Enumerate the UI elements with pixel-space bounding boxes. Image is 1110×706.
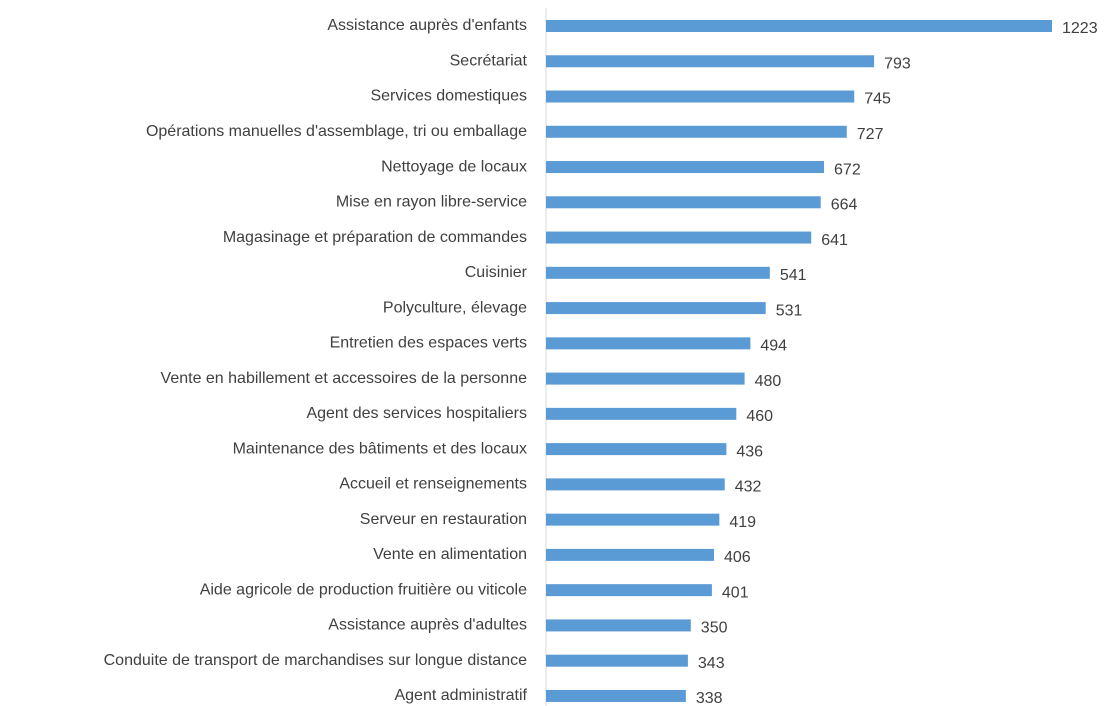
bar — [546, 125, 847, 138]
bar — [546, 372, 745, 385]
value-label: 432 — [735, 479, 762, 496]
value-label: 436 — [736, 443, 763, 460]
value-label: 350 — [701, 620, 728, 637]
value-label: 406 — [724, 549, 751, 566]
category-label: Agent administratif — [394, 687, 527, 704]
value-label: 401 — [722, 584, 749, 601]
category-label: Vente en habillement et accessoires de l… — [161, 370, 528, 387]
category-label: Secrétariat — [450, 52, 528, 69]
value-label: 531 — [776, 302, 803, 319]
bar — [546, 584, 712, 597]
bar — [546, 231, 812, 244]
category-label: Vente en alimentation — [373, 546, 527, 563]
category-label: Assistance auprès d'adultes — [328, 617, 527, 634]
category-label: Magasinage et préparation de commandes — [223, 229, 527, 246]
bar — [546, 302, 766, 315]
value-label: 541 — [780, 267, 807, 284]
value-label: 460 — [746, 408, 773, 425]
category-label: Services domestiques — [370, 88, 527, 105]
bar — [546, 337, 751, 350]
category-label: Agent des services hospitaliers — [306, 405, 527, 422]
bar — [546, 196, 821, 209]
bar — [546, 161, 825, 174]
value-label: 480 — [755, 373, 782, 390]
bar — [546, 90, 855, 103]
value-label: 1223 — [1062, 20, 1098, 37]
category-label: Maintenance des bâtiments et des locaux — [233, 440, 527, 457]
category-label: Serveur en restauration — [360, 511, 527, 528]
value-label: 343 — [698, 655, 725, 672]
category-label: Entretien des espaces verts — [330, 335, 527, 352]
bar — [546, 478, 725, 491]
category-label: Mise en rayon libre-service — [336, 194, 527, 211]
value-label: 793 — [884, 55, 911, 72]
category-label: Aide agricole de production fruitière ou… — [200, 581, 527, 598]
category-label: Nettoyage de locaux — [381, 158, 527, 175]
category-label: Opérations manuelles d'assemblage, tri o… — [146, 123, 527, 140]
value-label: 338 — [696, 690, 723, 706]
bar — [546, 407, 737, 420]
value-label: 672 — [834, 161, 861, 178]
category-label: Polyculture, élevage — [383, 299, 527, 316]
category-label: Cuisinier — [465, 264, 528, 281]
category-label: Accueil et renseignements — [339, 476, 527, 493]
bar — [546, 654, 688, 667]
value-label: 419 — [729, 514, 756, 531]
category-label: Conduite de transport de marchandises su… — [104, 652, 527, 669]
bar — [546, 548, 714, 561]
value-label: 641 — [821, 232, 848, 249]
bar — [546, 619, 691, 632]
bar — [546, 689, 686, 702]
bar — [546, 266, 770, 279]
value-label: 727 — [857, 126, 884, 143]
value-label: 745 — [864, 91, 891, 108]
value-label: 664 — [831, 197, 858, 214]
bar — [546, 513, 720, 526]
category-label: Assistance auprès d'enfants — [327, 17, 527, 34]
bar — [546, 443, 727, 456]
bar — [546, 20, 1052, 32]
bar — [546, 55, 875, 68]
value-label: 494 — [760, 338, 787, 355]
